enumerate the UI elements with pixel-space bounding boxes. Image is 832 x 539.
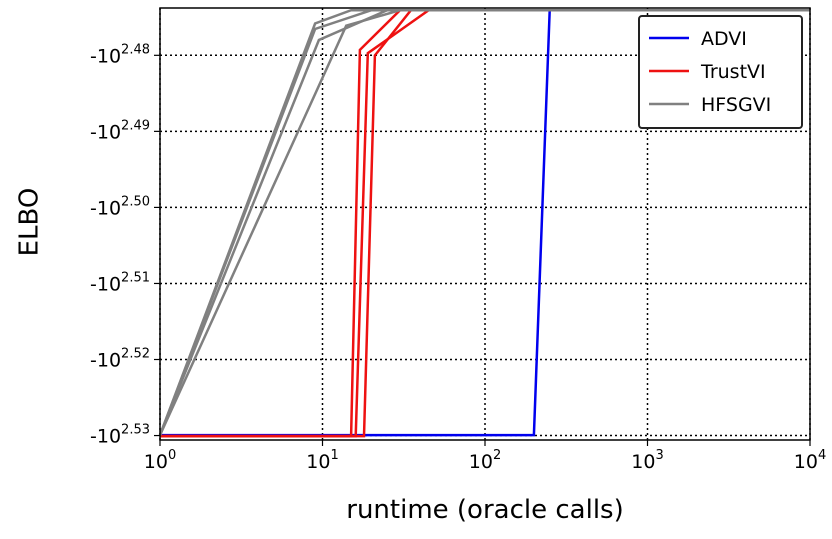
tick-exponent: 4 — [818, 448, 826, 463]
legend-label: TrustVI — [700, 61, 766, 83]
tick-exponent: 2 — [493, 448, 501, 463]
tick-base: -10 — [90, 197, 121, 219]
tick-base: 10 — [469, 451, 493, 473]
x-tick-label: 101 — [306, 448, 338, 473]
tick-exponent: 2.53 — [121, 423, 150, 438]
tick-base: 10 — [794, 451, 818, 473]
y-axis-label: ELBO — [15, 188, 45, 257]
x-tick-label: 103 — [631, 448, 663, 473]
tick-exponent: 1 — [330, 448, 338, 463]
tick-exponent: 3 — [655, 448, 663, 463]
tick-exponent: 2.51 — [121, 270, 150, 285]
x-tick-label: 100 — [144, 448, 176, 473]
y-tick-label: -102.53 — [90, 423, 150, 448]
tick-base: -10 — [90, 273, 121, 295]
x-tick-label: 102 — [469, 448, 501, 473]
y-tick-label: -102.50 — [90, 194, 150, 219]
x-tick-label: 104 — [794, 448, 826, 473]
tick-base: 10 — [306, 451, 330, 473]
tick-base: -10 — [90, 121, 121, 143]
y-tick-label: -102.48 — [90, 42, 150, 67]
plot-frame — [159, 7, 811, 441]
legend-label: HFSGVI — [701, 94, 771, 116]
y-tick-label: -102.51 — [90, 270, 150, 295]
y-tick-label: -102.52 — [90, 347, 150, 372]
tick-exponent: 2.52 — [121, 347, 150, 362]
legend-box — [638, 15, 803, 129]
tick-exponent: 2.48 — [121, 42, 150, 57]
tick-base: -10 — [90, 426, 121, 448]
tick-exponent: 2.50 — [121, 194, 150, 209]
x-axis-label: runtime (oracle calls) — [346, 495, 623, 525]
tick-exponent: 0 — [168, 448, 176, 463]
y-tick-label: -102.49 — [90, 118, 150, 143]
legend-label: ADVI — [701, 28, 747, 50]
tick-base: 10 — [631, 451, 655, 473]
series-line — [158, 8, 810, 436]
tick-exponent: 2.49 — [121, 118, 150, 133]
tick-base: 10 — [144, 451, 168, 473]
tick-base: -10 — [90, 350, 121, 372]
tick-base: -10 — [90, 45, 121, 67]
